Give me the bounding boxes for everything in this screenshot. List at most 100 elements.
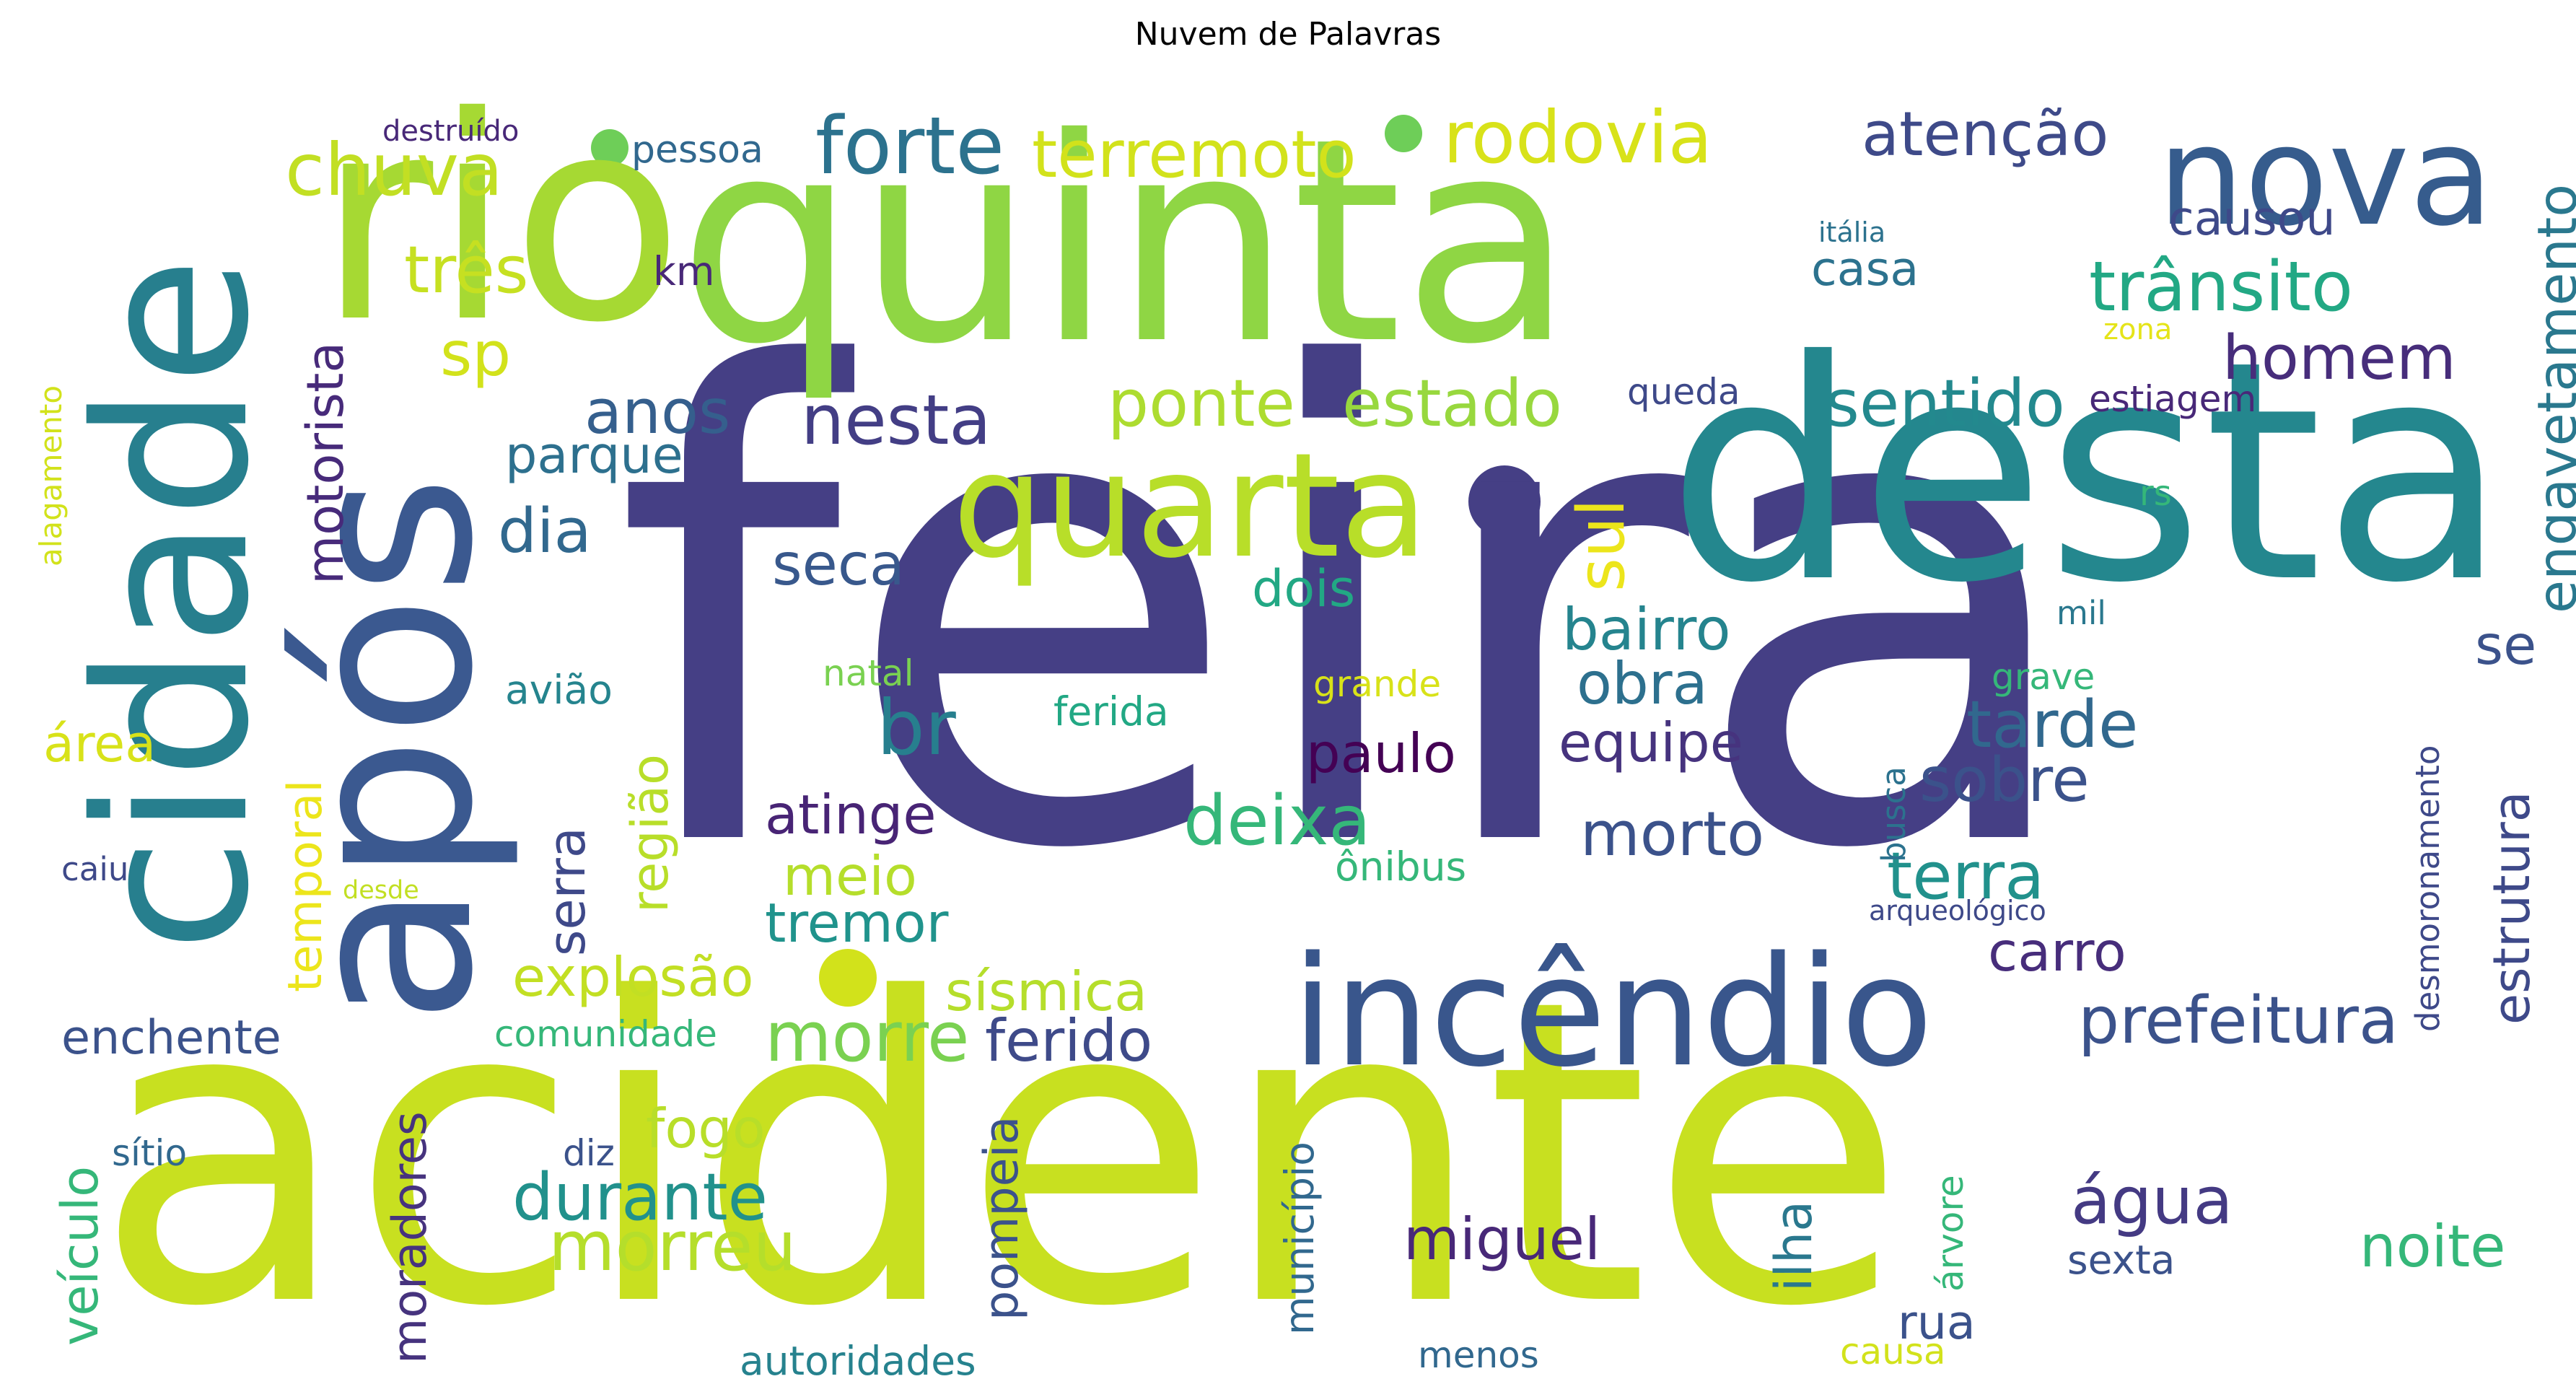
word-51: prefeitura (2078, 983, 2398, 1059)
dot-mark (819, 949, 877, 1007)
word-76: natal (823, 652, 914, 694)
word-5: após (255, 475, 524, 1025)
word-35: br (877, 684, 957, 772)
word-52: enchente (61, 1011, 281, 1065)
word-53: fogo (646, 1097, 766, 1160)
word-62: causa (1840, 1331, 1946, 1372)
word-39: atinge (765, 783, 937, 846)
word-90: pessoa (631, 128, 763, 172)
word-45: terra (1887, 838, 2044, 914)
word-18: nesta (801, 381, 991, 460)
word-6: cidade (52, 257, 295, 952)
word-75: grande (1313, 663, 1441, 705)
word-38: deixa (1183, 781, 1371, 861)
word-92: itália (1818, 216, 1885, 248)
word-34: obra (1577, 650, 1708, 717)
word-96: rs (2139, 473, 2172, 514)
dot-mark (591, 129, 628, 167)
word-20: estado (1342, 366, 1562, 442)
word-82: veículo (51, 1166, 110, 1346)
word-74: ferida (1053, 688, 1169, 735)
word-59: rua (1898, 1296, 1976, 1350)
word-65: sítio (112, 1132, 187, 1174)
word-95: estiagem (2089, 378, 2256, 420)
word-66: diz (563, 1132, 615, 1174)
word-81: região (621, 754, 680, 913)
word-88: alagamento (33, 385, 69, 566)
word-25: casa (1811, 242, 1919, 297)
word-2: rio (317, 56, 683, 384)
word-67: caiu (61, 850, 128, 888)
word-99: desmoronamento (2409, 745, 2447, 1032)
word-72: grave (1992, 656, 2095, 698)
word-46: carro (1988, 920, 2126, 984)
word-11: chuva (285, 128, 503, 212)
word-97: estrutura (2482, 791, 2541, 1025)
word-8: quarta (952, 422, 1428, 590)
word-87: árvore (1929, 1175, 1971, 1292)
word-63: autoridades (740, 1338, 976, 1384)
chart-title: Nuvem de Palavras (1134, 16, 1442, 53)
word-84: pompeia (975, 1116, 1029, 1321)
word-47: explosão (512, 945, 753, 1009)
word-14: atenção (1862, 99, 2108, 170)
word-10: forte (815, 100, 1004, 192)
word-60: sexta (2067, 1237, 2175, 1283)
word-15: três (404, 232, 529, 308)
word-69: ônibus (1335, 844, 1466, 890)
word-12: terremoto (1032, 117, 1357, 193)
word-26: engavetamento (2525, 184, 2576, 613)
word-42: equipe (1559, 711, 1743, 774)
word-86: município (1276, 1142, 1323, 1335)
word-49: morre (765, 998, 969, 1077)
word-30: sul (1564, 499, 1639, 592)
word-16: sp (440, 319, 511, 390)
word-98: se (2475, 613, 2536, 677)
word-79: temporal (279, 780, 333, 992)
word-89: destruído (382, 115, 519, 148)
word-64: comunidade (494, 1013, 717, 1055)
word-58: miguel (1403, 1206, 1600, 1273)
word-94: queda (1627, 371, 1740, 413)
word-28: parque (505, 426, 683, 485)
word-83: moradores (383, 1111, 437, 1364)
word-71: busca (1875, 766, 1913, 862)
word-23: trânsito (2089, 248, 2353, 327)
word-24: causou (2168, 192, 2336, 246)
word-13: rodovia (1443, 95, 1712, 180)
dot-mark (1385, 115, 1422, 152)
word-21: sentido (1826, 366, 2065, 442)
word-56: água (2071, 1163, 2233, 1239)
word-80: serra (538, 827, 597, 956)
word-55: morreu (548, 1207, 797, 1287)
word-33: bairro (1562, 596, 1731, 663)
word-85: ilha (1764, 1201, 1823, 1292)
word-31: seca (772, 531, 905, 598)
word-4: desta (1667, 297, 2508, 649)
word-19: ponte (1108, 366, 1295, 442)
word-36: tarde (1966, 687, 2138, 763)
word-54: durante (512, 1160, 768, 1235)
word-17: anos (584, 377, 730, 448)
word-41: paulo (1306, 722, 1456, 785)
word-93: zona (2103, 313, 2172, 346)
word-48: sísmica (945, 960, 1147, 1023)
word-91: km (653, 248, 714, 294)
word-1: acidente (94, 911, 1906, 1397)
word-9: nova (2157, 97, 2494, 256)
word-27: motorista (296, 342, 355, 584)
word-50: ferido (985, 1007, 1152, 1074)
word-29: dia (498, 496, 592, 567)
word-77: avião (505, 667, 613, 713)
word-3: quinta (678, 78, 1574, 406)
word-22: homem (2222, 323, 2456, 394)
word-44: tremor (765, 891, 949, 955)
word-70: arqueológico (1869, 895, 2046, 927)
word-68: desde (343, 876, 419, 905)
dot-mark (1468, 465, 1541, 538)
word-40: morto (1580, 799, 1764, 870)
word-61: menos (1418, 1334, 1539, 1376)
word-43: meio (783, 844, 917, 908)
word-0: feira (613, 235, 2087, 991)
